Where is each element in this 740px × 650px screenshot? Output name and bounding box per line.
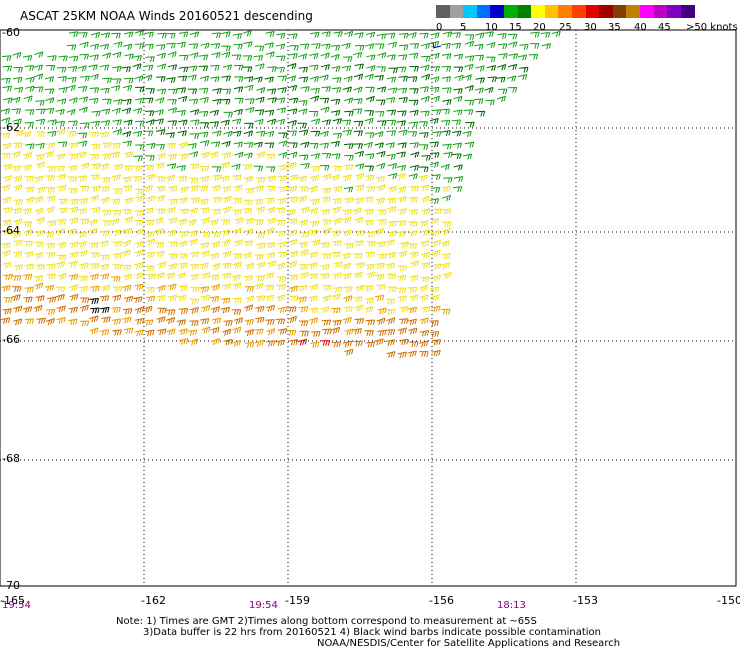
legend-swatch [599,5,614,18]
lat-label-66: -66 [2,333,20,346]
lat-label-64: -64 [2,224,20,237]
lon-label-150: -150 [717,594,740,607]
lat-label-68: -68 [2,452,20,465]
legend-label: 40 [634,22,647,33]
wind-barb-group [0,128,452,315]
note-line-2: 3)Data buffer is 22 hrs from 20160521 4)… [143,627,601,638]
lon-label-162: -162 [141,594,166,607]
legend-swatch [585,5,600,18]
legend-label: 45 [658,22,671,33]
map-title: ASCAT 25KM NOAA Winds 20160521 descendin… [20,9,313,23]
map-frame [0,29,737,587]
legend-label: >50 knots [686,22,738,33]
lon-label-156: -156 [429,594,454,607]
legend-swatch [436,5,451,18]
lat-label-60: -60 [2,26,20,39]
note-line-3: NOAA/NESDIS/Center for Satellite Applica… [317,638,621,649]
lat-label-62: -62 [2,121,20,134]
lat-label-70: -70 [2,579,20,592]
time-label-2: 19:54 [249,600,278,611]
legend-swatch [558,5,573,18]
legend-label: 25 [559,22,572,33]
legend-swatch [449,5,464,18]
legend-swatch [653,5,668,18]
legend-swatch [476,5,491,18]
wind-barb-group [1,273,451,349]
legend-swatch [517,5,532,18]
wind-barb-group [297,338,331,346]
legend-label: 0 [436,22,443,33]
legend-label: 35 [608,22,621,33]
wind-barbs [0,29,561,359]
legend-label: 5 [460,22,467,33]
legend-swatch [544,5,559,18]
legend-swatch [640,5,655,18]
wind-barb-map [0,29,737,587]
wind-barb-group [0,286,441,359]
time-label-1: 19:54 [2,600,31,611]
legend-label: 15 [509,22,522,33]
legend-swatch [572,5,587,18]
time-label-3: 18:13 [497,600,526,611]
wind-barb-group [89,298,110,314]
lon-label-165: -165 [0,594,25,607]
lon-label-153: -153 [573,594,598,607]
legend-swatch [463,5,478,18]
note-line-1: Note: 1) Times are GMT 2)Times along bot… [116,616,537,627]
wind-barb-blue [432,42,442,49]
legend-swatch [531,5,546,18]
wind-barb-group [121,63,529,173]
legend-label: 20 [533,22,546,33]
legend-swatch [626,5,641,18]
legend-swatch [680,5,695,18]
wind-barb-group [0,29,561,205]
legend-label: 30 [584,22,597,33]
lon-label-159: -159 [285,594,310,607]
legend-swatch [667,5,682,18]
legend-label: 10 [485,22,498,33]
legend-swatch [490,5,505,18]
legend-swatch [612,5,627,18]
legend-swatch [504,5,519,18]
